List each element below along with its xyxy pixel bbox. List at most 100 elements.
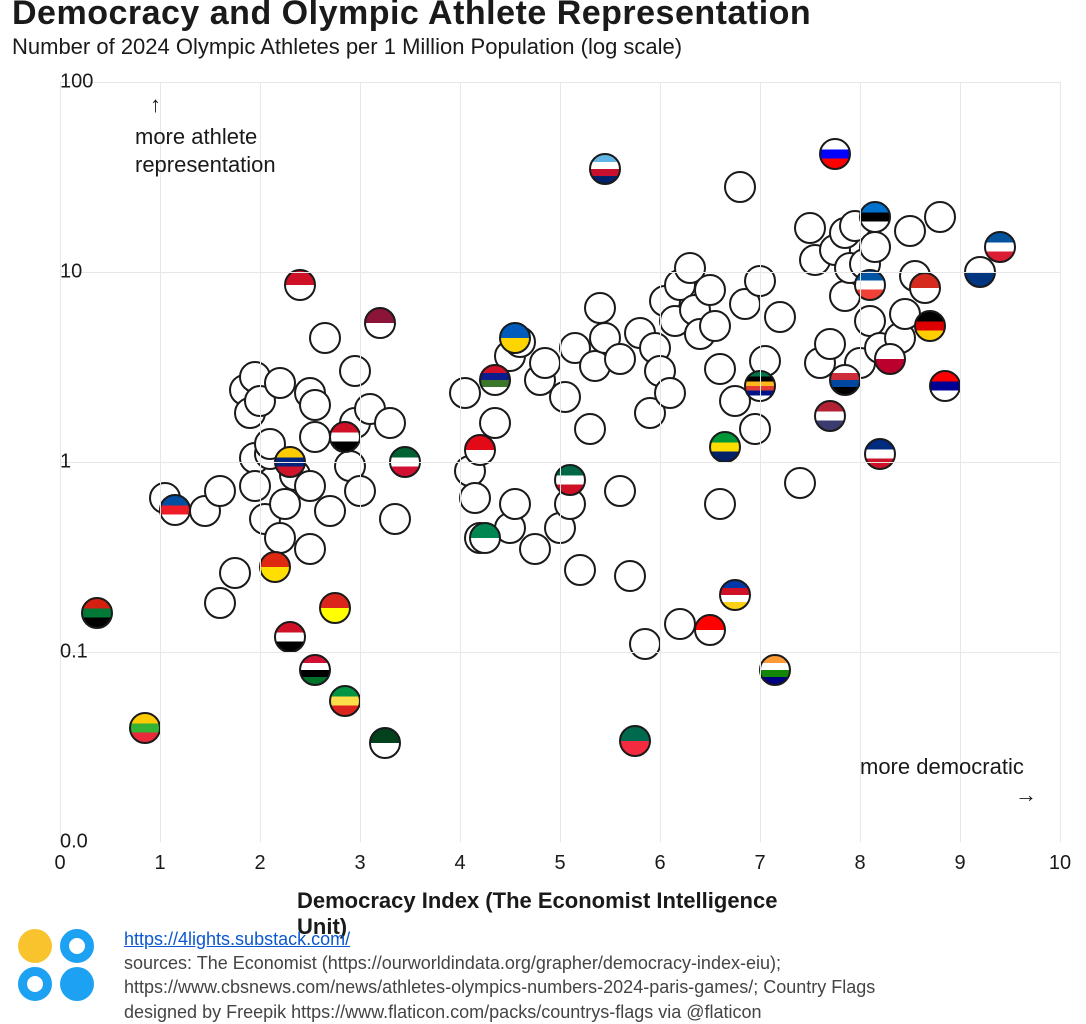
data-point (204, 587, 236, 619)
annotation-text: representation (135, 152, 276, 178)
data-point (894, 215, 926, 247)
footer: https://4lights.substack.com/ sources: T… (12, 927, 1074, 1024)
data-point (379, 503, 411, 535)
data-point (294, 533, 326, 565)
flag-point-japan (874, 343, 906, 375)
x-tick: 10 (1049, 852, 1071, 875)
data-point (574, 413, 606, 445)
flag-point-mexico (554, 464, 586, 496)
data-point (299, 389, 331, 421)
flag-point-china (259, 551, 291, 583)
data-point (704, 488, 736, 520)
flag-point-north-korea (159, 494, 191, 526)
flag-point-egypt (329, 421, 361, 453)
flag-point-iceland (984, 231, 1016, 263)
x-tick: 8 (854, 852, 865, 875)
data-point (694, 274, 726, 306)
flag-point-indonesia (694, 614, 726, 646)
data-point (814, 328, 846, 360)
flag-point-brazil (709, 431, 741, 463)
data-point (219, 557, 251, 589)
data-point (604, 475, 636, 507)
flag-point-usa (814, 400, 846, 432)
y-tick: 0.0 (60, 831, 70, 854)
footer-source-3: designed by Freepik https://www.flaticon… (124, 1002, 762, 1022)
x-tick: 9 (954, 852, 965, 875)
flag-point-estonia (859, 201, 891, 233)
flag-point-philippines (719, 579, 751, 611)
data-point (374, 407, 406, 439)
flag-point-gambia (479, 364, 511, 396)
data-point (564, 554, 596, 586)
data-point (794, 212, 826, 244)
data-point (459, 482, 491, 514)
flag-point-vietnam (319, 592, 351, 624)
data-point (339, 355, 371, 387)
chart-subtitle: Number of 2024 Olympic Athletes per 1 Mi… (12, 34, 682, 60)
data-point (499, 488, 531, 520)
data-point (264, 367, 296, 399)
flag-point-myanmar (129, 712, 161, 744)
flag-point-fiji (589, 153, 621, 185)
flag-point-france (854, 269, 886, 301)
data-point (449, 377, 481, 409)
footer-source-1: sources: The Economist (https://ourworld… (124, 953, 781, 973)
x-tick: 4 (454, 852, 465, 875)
plot-area (60, 82, 1060, 842)
data-point (614, 560, 646, 592)
flag-point-bangladesh (619, 725, 651, 757)
flag-point-qatar (364, 307, 396, 339)
footer-text: https://4lights.substack.com/ sources: T… (124, 927, 875, 1024)
data-point (764, 301, 796, 333)
flag-point-yemen (274, 621, 306, 653)
gridline (60, 652, 1060, 653)
x-tick: 6 (654, 852, 665, 875)
x-tick: 1 (154, 852, 165, 875)
data-point (654, 377, 686, 409)
gridline (1060, 82, 1061, 842)
flag-point-bahrain (284, 269, 316, 301)
flag-point-south-korea (829, 364, 861, 396)
chart-root: Democracy and Olympic Athlete Representa… (0, 0, 1086, 1024)
data-point (629, 628, 661, 660)
source-link[interactable]: https://4lights.substack.com/ (124, 929, 350, 949)
x-tick: 0 (54, 852, 65, 875)
flag-point-pakistan (369, 727, 401, 759)
arrow-right-icon: → (1015, 782, 1037, 808)
flag-point-sudan (299, 654, 331, 686)
x-tick: 3 (354, 852, 365, 875)
annotation-text: more athlete (135, 124, 257, 150)
flag-point-congo (329, 685, 361, 717)
data-point (699, 310, 731, 342)
data-point (309, 322, 341, 354)
gridline (60, 82, 1060, 83)
publisher-logo (12, 927, 108, 999)
annotation-text: more democratic (860, 754, 1024, 780)
y-tick: 0.1 (60, 641, 70, 664)
flag-point-taiwan (929, 370, 961, 402)
data-point (584, 292, 616, 324)
x-tick: 7 (754, 852, 765, 875)
flag-point-germany (914, 310, 946, 342)
data-point (739, 413, 771, 445)
data-point (784, 467, 816, 499)
arrow-up-icon: ↑ (150, 92, 161, 118)
data-point (299, 421, 331, 453)
gridline (60, 462, 1060, 463)
flag-point-slovenia (819, 138, 851, 170)
data-point (859, 231, 891, 263)
y-tick: 100 (60, 71, 70, 94)
x-tick: 5 (554, 852, 565, 875)
flag-point-afghanistan (81, 597, 113, 629)
data-point (239, 470, 271, 502)
chart-title: Democracy and Olympic Athlete Representa… (12, 0, 811, 33)
y-tick: 10 (60, 261, 70, 284)
gridline (60, 272, 1060, 273)
data-point (529, 347, 561, 379)
flag-point-ukraine (499, 322, 531, 354)
data-point (704, 353, 736, 385)
flag-point-costa-rica (864, 438, 896, 470)
data-point (924, 201, 956, 233)
data-point (264, 522, 296, 554)
flag-point-india (759, 654, 791, 686)
